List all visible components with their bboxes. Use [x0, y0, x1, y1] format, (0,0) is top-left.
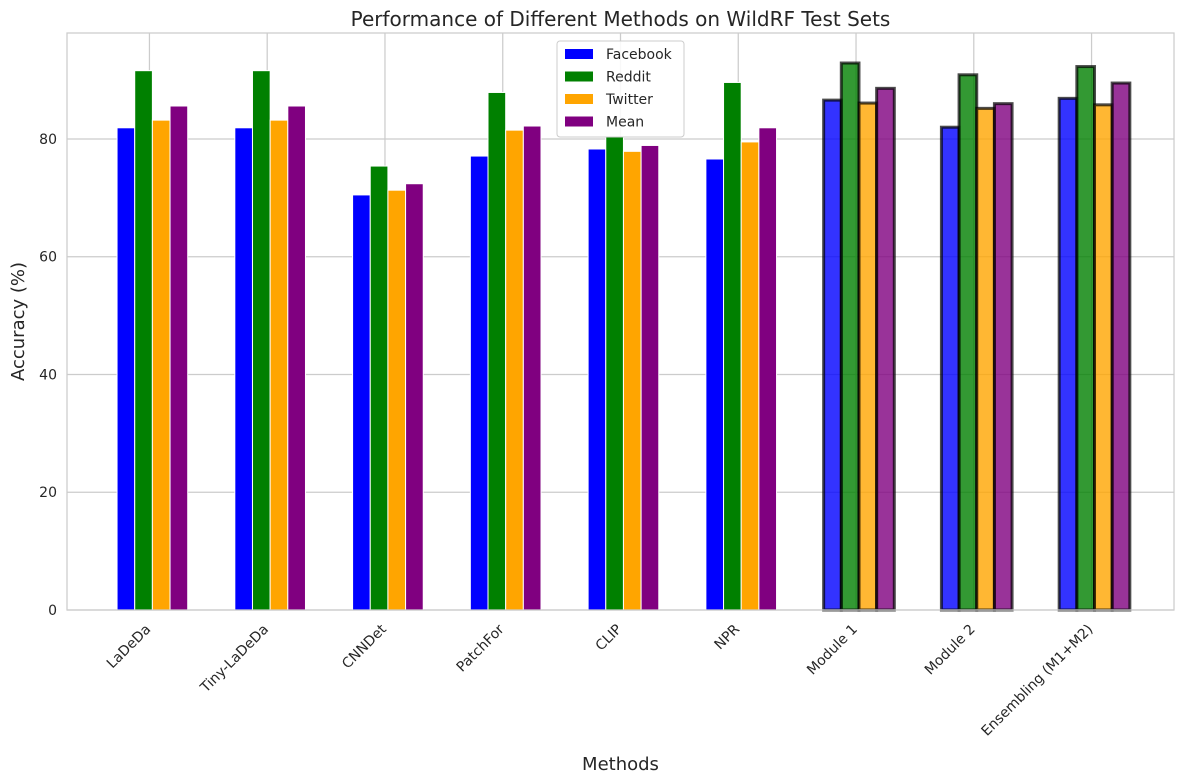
legend-swatch [565, 94, 593, 104]
bar-twitter [387, 189, 407, 611]
bar-mean [875, 86, 896, 612]
bar-reddit [723, 81, 742, 611]
bar-reddit [839, 61, 861, 612]
x-tick-label: Module 2 [922, 622, 979, 679]
legend-label: Reddit [606, 70, 651, 86]
bar-facebook [939, 125, 961, 612]
legend: Facebook Reddit Twitter Mean [556, 40, 685, 138]
bar-twitter [269, 119, 289, 611]
x-tick-label: CNNDet [339, 621, 390, 672]
bar-twitter [622, 150, 642, 611]
bar-reddit [369, 165, 389, 611]
x-tick-label: Module 1 [804, 622, 861, 679]
x-tick-label: Tiny-LaDeDa [197, 622, 272, 697]
y-axis-label: Accuracy (%) [8, 262, 29, 381]
legend-frame [556, 40, 685, 138]
x-tick-label: PatchFor [454, 621, 508, 675]
bar-twitter [151, 119, 171, 611]
bar-mean [169, 105, 189, 611]
bar-mean [992, 102, 1014, 612]
legend-swatch [565, 116, 593, 127]
x-tick-label: LaDeDa [104, 622, 154, 672]
y-tick-label: 60 [39, 250, 57, 266]
bar-reddit [957, 73, 979, 612]
bar-twitter [857, 101, 879, 612]
x-axis-label: Methods [582, 754, 659, 775]
plot-area-frame [66, 32, 1175, 611]
bar-mean [287, 105, 306, 611]
legend-swatch [565, 49, 593, 59]
y-tick-label: 20 [39, 485, 57, 501]
bar-mean [405, 183, 424, 611]
x-axis-ticks: LaDeDa Tiny-LaDeDa CNNDet PatchFor CLIP NPR Mo… [104, 621, 1096, 739]
bar-facebook [469, 155, 489, 611]
x-tick-label: CLIP [593, 622, 626, 655]
bar-mean [640, 144, 660, 611]
y-tick-label: 0 [48, 603, 57, 619]
bar-facebook [1057, 96, 1079, 612]
chart-title: Performance of Different Methods on Wild… [351, 7, 891, 31]
bar-mean [522, 125, 542, 611]
y-tick-label: 40 [39, 367, 57, 383]
bar-facebook [116, 127, 136, 611]
bar-facebook [587, 148, 607, 611]
bar-twitter [1093, 103, 1114, 612]
bar-twitter [740, 141, 760, 611]
y-axis-ticks: 0 20 40 60 80 [39, 132, 57, 619]
bar-reddit [251, 70, 271, 611]
bar-mean [1110, 81, 1132, 612]
bars [116, 61, 1132, 612]
legend-label: Mean [606, 115, 644, 131]
bar-twitter [975, 106, 996, 612]
bar-mean [758, 127, 778, 611]
bar-facebook [234, 127, 253, 611]
bar-twitter [505, 129, 524, 611]
x-tick-label: Ensembling (M1+M2) [978, 622, 1096, 740]
legend-label: Twitter [605, 92, 653, 108]
bar-reddit [1075, 65, 1097, 612]
bar-reddit [134, 70, 153, 611]
x-tick-label: NPR [712, 621, 744, 653]
bar-reddit [605, 136, 624, 611]
legend-swatch [565, 71, 593, 82]
bar-facebook [352, 194, 371, 611]
bar-facebook [822, 98, 843, 612]
legend-label: Facebook [606, 47, 673, 63]
bar-facebook [705, 158, 725, 611]
y-tick-label: 80 [39, 132, 57, 148]
bar-reddit [487, 91, 507, 611]
